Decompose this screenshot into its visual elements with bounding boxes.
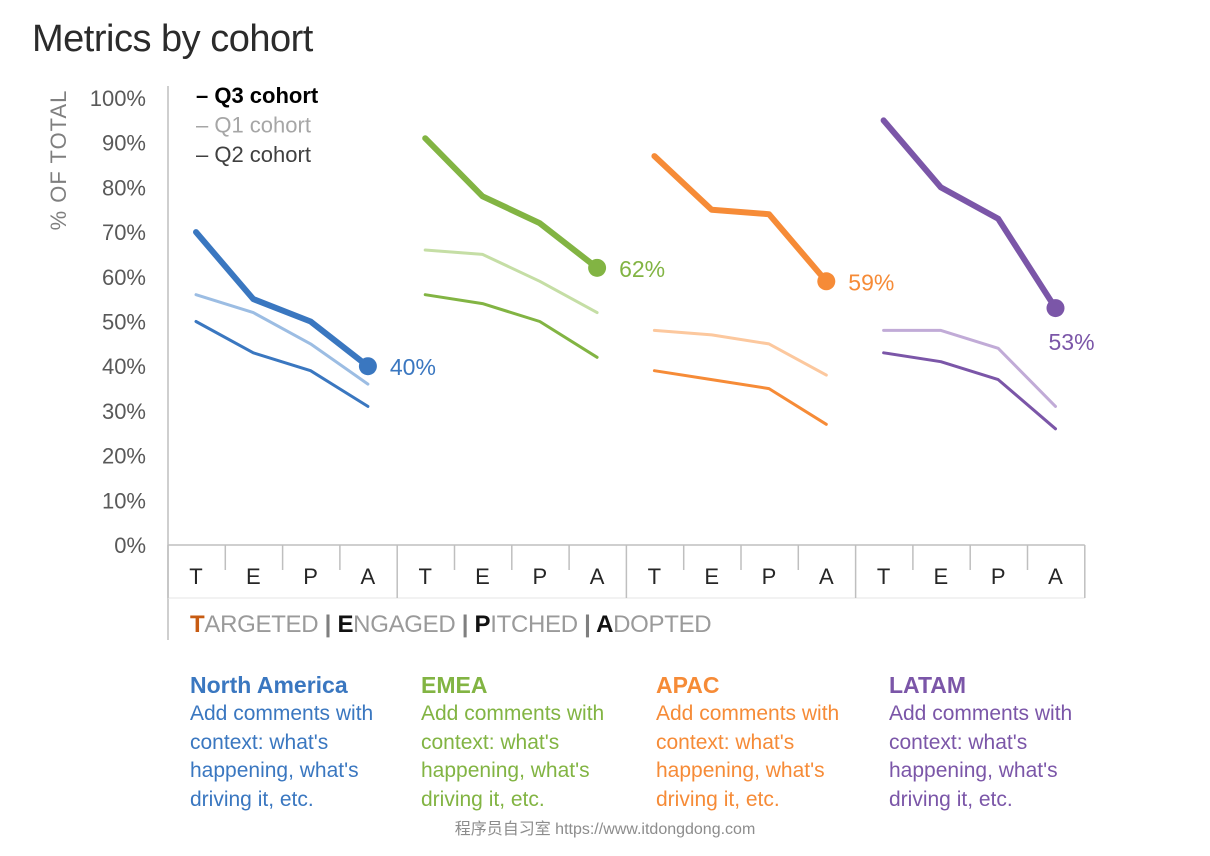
x-tick-label: T bbox=[418, 564, 431, 589]
y-axis-label: % OF TOTAL bbox=[46, 90, 71, 231]
x-tick-label: A bbox=[819, 564, 834, 589]
end-value-label: 59% bbox=[848, 269, 894, 295]
x-tick-label: E bbox=[246, 564, 261, 589]
region-comment: Add comments with context: what's happen… bbox=[656, 702, 840, 811]
x-tick-label: T bbox=[877, 564, 890, 589]
x-tick-label: E bbox=[475, 564, 490, 589]
y-tick-label: 20% bbox=[102, 444, 146, 469]
series-line-emea-q2-cohort bbox=[423, 293, 599, 359]
y-tick-label: 40% bbox=[102, 354, 146, 379]
x-tick-label: P bbox=[762, 564, 777, 589]
chart-title: Metrics by cohort bbox=[32, 18, 313, 60]
region-name: EMEA bbox=[421, 672, 488, 698]
stage-name: DOPTED bbox=[613, 611, 711, 638]
series-line-apac-q1-cohort bbox=[652, 328, 828, 377]
y-tick-label: 60% bbox=[102, 265, 146, 290]
stage-separator: | bbox=[318, 611, 337, 638]
end-value-label: 53% bbox=[1049, 329, 1095, 355]
stage-separator: | bbox=[455, 611, 474, 638]
x-tick-label: E bbox=[934, 564, 949, 589]
end-point-marker bbox=[1046, 299, 1065, 318]
cohort-line-chart: 0% 10% 20% 30% 40% 50% 60% 70% 80% 90% 100% % OF TO… bbox=[46, 83, 1095, 640]
x-tick-label: T bbox=[648, 564, 661, 589]
y-tick-label: 30% bbox=[102, 399, 146, 424]
series-line-latam-q1-cohort bbox=[882, 328, 1057, 408]
stage-separator: | bbox=[578, 611, 596, 638]
stage-name: ITCHED bbox=[490, 611, 578, 638]
stage-initial: E bbox=[337, 611, 353, 638]
y-tick-label: 10% bbox=[102, 488, 146, 513]
region-note-apac: APAC Add comments with context: what's h… bbox=[656, 670, 871, 814]
end-value-label: 40% bbox=[390, 354, 436, 380]
y-tick-label: 0% bbox=[114, 533, 146, 558]
series-line-emea-q1-cohort bbox=[423, 248, 599, 315]
end-value-label: 62% bbox=[619, 256, 665, 282]
region-comment: Add comments with context: what's happen… bbox=[889, 702, 1073, 811]
watermark: 程序员自习室 https://www.itdongdong.com bbox=[454, 821, 756, 838]
x-tick-label: A bbox=[590, 564, 605, 589]
legend-entry: – Q1 cohort bbox=[196, 113, 311, 138]
series-line-north-america-q3-cohort bbox=[193, 229, 371, 370]
stage-initial: T bbox=[190, 611, 205, 638]
series-line-latam-q3-cohort bbox=[880, 117, 1059, 312]
series-line-north-america-q2-cohort bbox=[194, 320, 370, 408]
stage-initial: P bbox=[475, 611, 491, 638]
stage-name: NGAGED bbox=[353, 611, 455, 638]
series-line-emea-q3-cohort bbox=[422, 135, 601, 271]
y-tick-label: 100% bbox=[90, 86, 146, 111]
series-line-latam-q2-cohort bbox=[882, 351, 1057, 431]
x-tick-label: A bbox=[361, 564, 376, 589]
region-name: APAC bbox=[656, 672, 720, 698]
region-note-north-america: North America Add comments with context:… bbox=[190, 670, 405, 814]
x-tick-label: P bbox=[991, 564, 1006, 589]
stage-initial: A bbox=[596, 611, 613, 638]
stage-legend: TARGETED | ENGAGED | PITCHED | ADOPTED bbox=[190, 611, 711, 638]
x-tick-label: E bbox=[704, 564, 719, 589]
legend-entry: – Q2 cohort bbox=[196, 142, 311, 167]
region-note-latam: LATAM Add comments with context: what's … bbox=[889, 670, 1104, 814]
region-note-emea: EMEA Add comments with context: what's h… bbox=[421, 670, 636, 814]
series-line-north-america-q1-cohort bbox=[194, 293, 370, 386]
x-tick-label: A bbox=[1048, 564, 1063, 589]
region-comment: Add comments with context: what's happen… bbox=[190, 702, 374, 811]
x-tick-label: P bbox=[532, 564, 547, 589]
y-tick-label: 50% bbox=[102, 310, 146, 335]
region-name: LATAM bbox=[889, 672, 967, 698]
x-tick-label: T bbox=[189, 564, 202, 589]
end-point-marker bbox=[588, 258, 607, 277]
y-tick-label: 80% bbox=[102, 175, 146, 200]
legend-entry: – Q3 cohort bbox=[196, 83, 319, 108]
series-line-apac-q2-cohort bbox=[652, 369, 828, 426]
stage-name: ARGETED bbox=[204, 611, 318, 638]
y-tick-label: 90% bbox=[102, 131, 146, 156]
end-point-marker bbox=[358, 357, 377, 376]
series-line-apac-q3-cohort bbox=[651, 153, 830, 285]
region-comment: Add comments with context: what's happen… bbox=[421, 702, 605, 811]
y-tick-label: 70% bbox=[102, 220, 146, 245]
end-point-marker bbox=[817, 272, 836, 291]
x-tick-label: P bbox=[303, 564, 318, 589]
region-name: North America bbox=[190, 672, 348, 698]
